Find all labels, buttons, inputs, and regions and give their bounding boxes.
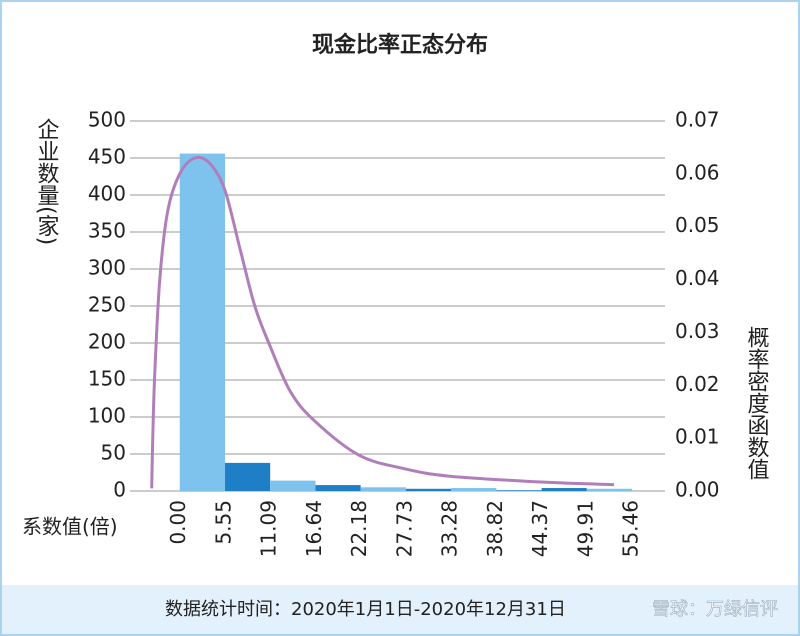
x-tick-label: 33.28 xyxy=(438,500,462,557)
y-tick-label: 400 xyxy=(88,182,126,206)
watermark: 雪球：万绿信评 xyxy=(652,599,778,620)
y2-tick-label: 0.03 xyxy=(675,319,720,343)
y-axis-label: 企业数量(家) xyxy=(34,118,60,245)
bar xyxy=(451,488,497,491)
x-tick-label: 49.91 xyxy=(573,500,597,557)
bar xyxy=(360,487,406,491)
y-tick-label: 500 xyxy=(88,108,126,132)
footer-band xyxy=(2,585,798,634)
y2-tick-label: 0.00 xyxy=(675,478,720,502)
x-tick-label: 55.46 xyxy=(619,500,643,557)
chart-title: 现金比率正态分布 xyxy=(312,32,488,58)
x-tick-label: 38.82 xyxy=(483,500,507,557)
y2-tick-label: 0.05 xyxy=(675,213,720,237)
y-tick-label: 150 xyxy=(88,367,126,391)
x-tick-label: 16.64 xyxy=(302,500,326,557)
y-tick-label: 200 xyxy=(88,330,126,354)
x-tick-label: 44.37 xyxy=(528,500,552,557)
bar xyxy=(496,490,542,491)
bar xyxy=(586,488,633,491)
x-axis-label: 系数值(倍) xyxy=(22,515,118,539)
y-tick-label: 0 xyxy=(113,478,126,502)
x-tick-label: 27.73 xyxy=(392,500,416,557)
bar xyxy=(225,462,271,491)
y-tick-label: 450 xyxy=(88,145,126,169)
bar xyxy=(541,488,587,491)
density-curve xyxy=(150,155,615,489)
bar xyxy=(270,480,316,491)
y2-tick-label: 0.07 xyxy=(675,108,720,132)
bar xyxy=(315,485,361,491)
y2-axis-label: 概率密度函数值 xyxy=(744,326,770,480)
y2-tick-label: 0.06 xyxy=(675,160,720,184)
x-tick-label: 5.55 xyxy=(212,500,236,545)
x-tick-label: 11.09 xyxy=(257,500,281,557)
bar xyxy=(179,153,226,491)
y2-tick-label: 0.02 xyxy=(675,372,720,396)
y2-tick-label: 0.04 xyxy=(675,266,720,290)
y-tick-label: 300 xyxy=(88,256,126,280)
y-tick-label: 250 xyxy=(88,293,126,317)
x-tick-label: 22.18 xyxy=(347,500,371,557)
y-tick-label: 350 xyxy=(88,219,126,243)
footer-text: 数据统计时间：2020年1月1日-2020年12月31日 xyxy=(165,599,566,620)
x-tick-label: 0.00 xyxy=(166,500,190,545)
y-tick-label: 100 xyxy=(88,404,126,428)
bar xyxy=(405,488,452,491)
y2-tick-label: 0.01 xyxy=(675,425,720,449)
y-tick-label: 50 xyxy=(101,441,126,465)
